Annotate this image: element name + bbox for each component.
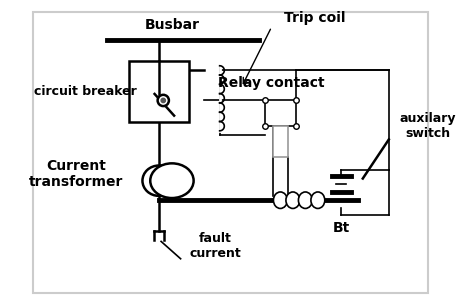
Text: Bt: Bt <box>332 221 350 235</box>
Ellipse shape <box>143 166 175 196</box>
Circle shape <box>158 95 169 106</box>
Bar <box>128 61 189 122</box>
Text: Busbar: Busbar <box>145 18 200 31</box>
Text: Current
transformer: Current transformer <box>29 159 124 189</box>
Ellipse shape <box>299 192 312 208</box>
Circle shape <box>161 98 165 102</box>
Text: Relay contact: Relay contact <box>219 76 325 90</box>
Ellipse shape <box>150 163 193 198</box>
Ellipse shape <box>311 192 325 208</box>
Text: fault
current: fault current <box>190 232 241 260</box>
Bar <box>273 127 288 157</box>
Ellipse shape <box>286 192 300 208</box>
Text: auxilary
switch: auxilary switch <box>400 113 456 141</box>
Ellipse shape <box>273 192 287 208</box>
Text: Trip coil: Trip coil <box>284 11 346 25</box>
Text: circuit breaker: circuit breaker <box>34 85 137 98</box>
